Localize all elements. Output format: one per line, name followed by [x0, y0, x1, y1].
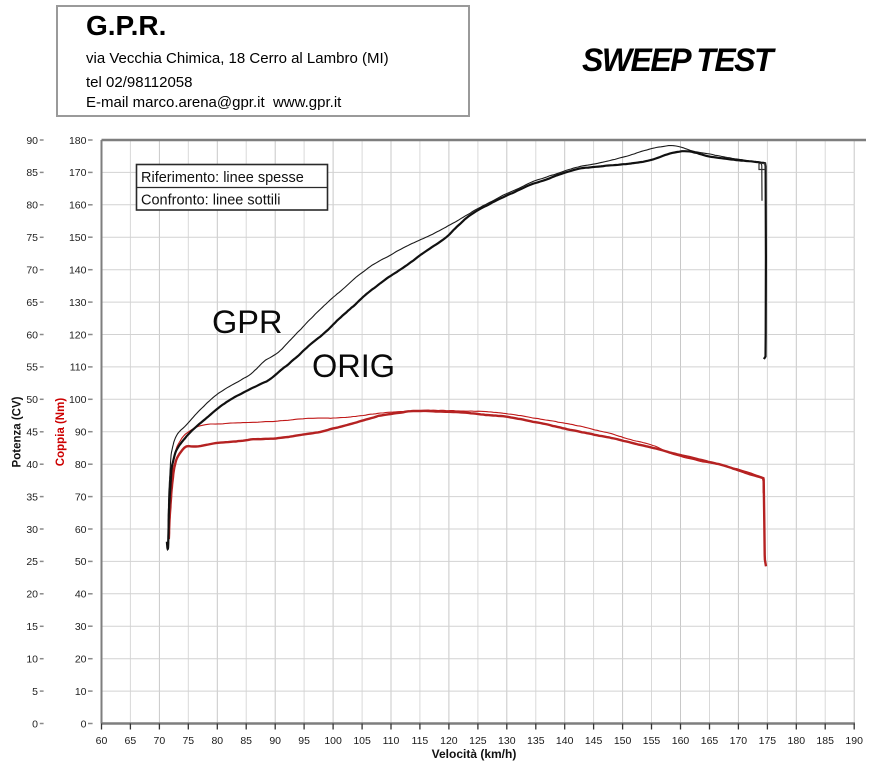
svg-text:170: 170 — [730, 735, 748, 747]
svg-text:145: 145 — [585, 735, 603, 747]
svg-text:95: 95 — [298, 735, 310, 747]
svg-text:15: 15 — [26, 621, 38, 633]
svg-text:120: 120 — [69, 329, 87, 341]
svg-text:60: 60 — [75, 524, 87, 536]
svg-text:130: 130 — [69, 297, 87, 309]
svg-text:160: 160 — [672, 735, 690, 747]
svg-text:120: 120 — [440, 735, 458, 747]
svg-text:155: 155 — [643, 735, 661, 747]
svg-text:100: 100 — [69, 394, 87, 406]
svg-text:40: 40 — [26, 459, 38, 471]
svg-text:80: 80 — [26, 200, 38, 212]
svg-text:140: 140 — [556, 735, 574, 747]
svg-text:110: 110 — [70, 362, 87, 374]
svg-text:80: 80 — [211, 735, 223, 747]
svg-text:70: 70 — [75, 491, 87, 503]
svg-text:175: 175 — [759, 735, 777, 747]
svg-text:80: 80 — [75, 459, 87, 471]
svg-text:25: 25 — [26, 556, 38, 568]
svg-text:Confronto: linee sottili: Confronto: linee sottili — [141, 193, 280, 209]
svg-text:Velocità (km/h): Velocità (km/h) — [432, 747, 517, 761]
svg-text:90: 90 — [269, 735, 281, 747]
svg-text:170: 170 — [69, 167, 87, 179]
svg-text:30: 30 — [75, 621, 87, 633]
svg-text:35: 35 — [26, 491, 38, 503]
svg-text:50: 50 — [26, 394, 38, 406]
svg-text:90: 90 — [75, 427, 87, 439]
svg-text:60: 60 — [26, 329, 38, 341]
svg-text:40: 40 — [75, 589, 87, 601]
svg-text:85: 85 — [26, 167, 38, 179]
svg-text:130: 130 — [498, 735, 516, 747]
svg-text:60: 60 — [96, 735, 108, 747]
svg-text:135: 135 — [527, 735, 545, 747]
svg-text:10: 10 — [75, 686, 87, 698]
svg-text:110: 110 — [383, 735, 400, 747]
svg-text:45: 45 — [26, 427, 38, 439]
svg-text:Riferimento: linee spesse: Riferimento: linee spesse — [141, 170, 304, 186]
svg-text:180: 180 — [69, 135, 87, 147]
svg-text:125: 125 — [469, 735, 487, 747]
svg-text:20: 20 — [75, 654, 87, 666]
svg-text:150: 150 — [614, 735, 632, 747]
svg-text:55: 55 — [26, 362, 38, 374]
svg-text:70: 70 — [154, 735, 166, 747]
svg-text:180: 180 — [788, 735, 806, 747]
svg-text:70: 70 — [26, 265, 38, 277]
svg-text:105: 105 — [353, 735, 371, 747]
svg-text:65: 65 — [125, 735, 137, 747]
svg-text:5: 5 — [32, 686, 38, 698]
svg-text:160: 160 — [69, 200, 87, 212]
svg-text:20: 20 — [26, 589, 38, 601]
svg-text:165: 165 — [701, 735, 719, 747]
svg-text:140: 140 — [69, 265, 87, 277]
svg-text:0: 0 — [81, 718, 87, 730]
svg-text:50: 50 — [75, 556, 87, 568]
svg-text:90: 90 — [26, 135, 38, 147]
svg-text:185: 185 — [816, 735, 834, 747]
svg-text:Coppia (Nm): Coppia (Nm) — [55, 398, 67, 467]
svg-text:100: 100 — [324, 735, 342, 747]
svg-text:ORIG: ORIG — [312, 348, 395, 384]
svg-text:75: 75 — [182, 735, 194, 747]
svg-text:GPR: GPR — [212, 304, 282, 340]
svg-text:150: 150 — [69, 232, 87, 244]
svg-text:190: 190 — [845, 735, 863, 747]
svg-text:Potenza (CV): Potenza (CV) — [12, 396, 24, 467]
svg-text:75: 75 — [26, 232, 38, 244]
svg-text:30: 30 — [26, 524, 38, 536]
svg-text:10: 10 — [26, 654, 38, 666]
svg-text:85: 85 — [240, 735, 252, 747]
svg-text:0: 0 — [32, 718, 38, 730]
svg-text:115: 115 — [412, 735, 429, 747]
svg-text:65: 65 — [26, 297, 38, 309]
